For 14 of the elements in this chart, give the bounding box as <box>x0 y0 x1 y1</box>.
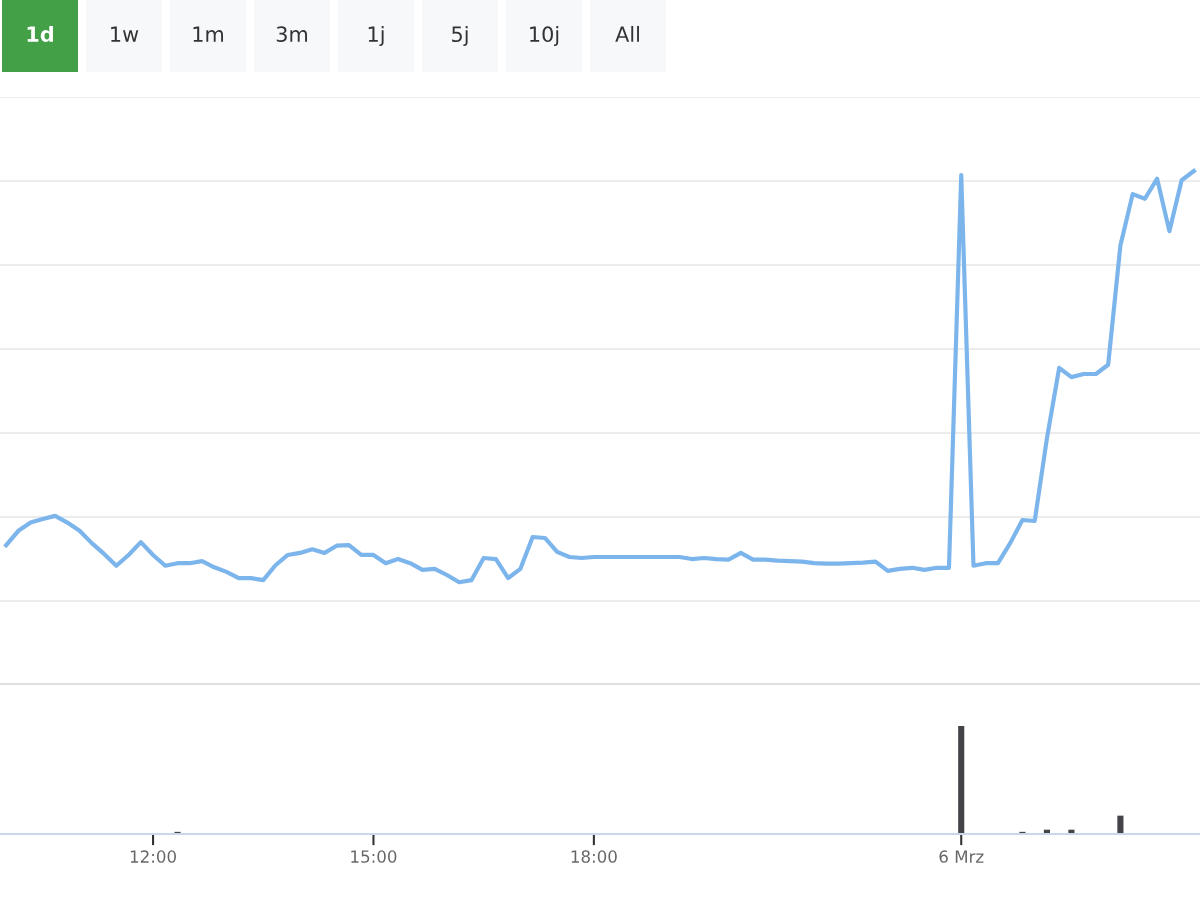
text: 1m <box>193 26 224 42</box>
text: 10j <box>530 25 559 47</box>
x-tick-label: 6 Mrz <box>939 850 984 863</box>
x-tick-label: 12:00 <box>130 850 176 863</box>
text: 1d <box>27 25 53 43</box>
text: 1j <box>368 25 384 47</box>
text: All <box>615 25 639 42</box>
text: 3m <box>276 26 308 43</box>
bar <box>1117 815 1124 834</box>
text: 1w <box>111 26 139 42</box>
bar <box>958 726 965 834</box>
x-tick-label: 15:00 <box>351 850 397 863</box>
x-tick-label: 18:00 <box>571 850 617 863</box>
text: 5j <box>452 25 468 47</box>
